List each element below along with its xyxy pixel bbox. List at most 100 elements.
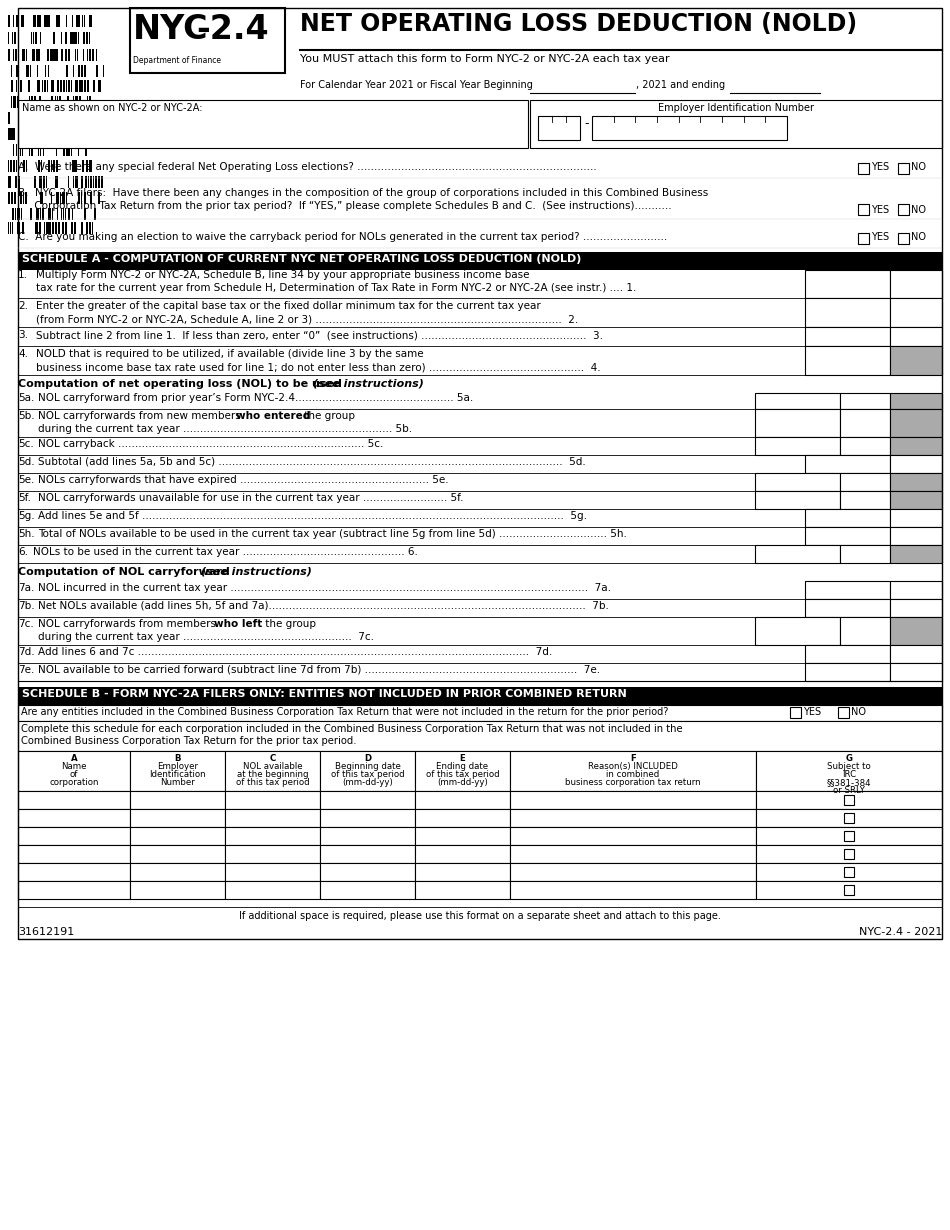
Bar xyxy=(12,49,14,62)
Bar xyxy=(415,809,510,827)
Bar xyxy=(23,160,25,172)
Text: 31612191: 31612191 xyxy=(18,927,74,937)
Bar xyxy=(32,112,34,124)
Bar xyxy=(56,15,58,27)
Bar xyxy=(890,346,942,375)
Text: Subject to: Subject to xyxy=(827,763,871,771)
Bar xyxy=(40,32,41,44)
Bar xyxy=(75,32,77,44)
Bar xyxy=(320,827,415,845)
Bar xyxy=(67,80,70,92)
Bar xyxy=(52,160,55,172)
Bar xyxy=(39,96,41,108)
Text: Corporation Tax Return from the prior tax period?  If “YES,” please complete Sch: Corporation Tax Return from the prior ta… xyxy=(18,200,672,212)
Bar xyxy=(48,65,49,77)
Bar xyxy=(16,80,17,92)
Bar xyxy=(49,128,51,140)
Bar xyxy=(130,9,285,73)
Bar xyxy=(26,65,28,77)
Bar xyxy=(85,176,87,188)
Bar xyxy=(71,160,73,172)
Bar xyxy=(31,96,33,108)
Bar xyxy=(130,827,225,845)
Text: 7a.: 7a. xyxy=(18,583,34,593)
Bar xyxy=(36,221,38,234)
Bar xyxy=(225,881,320,899)
Bar xyxy=(415,827,510,845)
Text: If additional space is required, please use this format on a separate sheet and : If additional space is required, please … xyxy=(239,911,721,921)
Bar xyxy=(18,721,942,752)
Bar xyxy=(38,49,40,62)
Bar xyxy=(890,455,942,474)
Bar xyxy=(88,160,89,172)
Bar xyxy=(42,80,43,92)
Bar xyxy=(52,32,54,44)
Bar xyxy=(46,176,47,188)
Bar xyxy=(74,112,75,124)
Text: A: A xyxy=(70,754,77,763)
Bar xyxy=(76,15,78,27)
Bar xyxy=(890,410,942,437)
Bar xyxy=(15,144,17,156)
Bar xyxy=(50,49,51,62)
Bar xyxy=(755,437,840,455)
Bar xyxy=(18,845,130,863)
Bar xyxy=(10,160,12,172)
Bar xyxy=(89,32,90,44)
Bar xyxy=(8,49,10,62)
Bar xyxy=(58,15,60,27)
Bar xyxy=(844,867,854,877)
Bar xyxy=(83,32,85,44)
Text: E: E xyxy=(460,754,466,763)
Bar xyxy=(59,96,61,108)
Bar xyxy=(57,96,58,108)
Bar xyxy=(805,346,890,375)
Bar xyxy=(225,863,320,881)
Bar xyxy=(13,15,14,27)
Bar xyxy=(840,437,890,455)
Bar xyxy=(225,791,320,809)
Bar xyxy=(69,128,70,140)
Bar xyxy=(17,160,18,172)
Bar xyxy=(790,707,801,718)
Bar xyxy=(43,144,44,156)
Bar xyxy=(844,813,854,823)
Bar xyxy=(66,112,69,124)
Bar xyxy=(34,221,35,234)
Bar xyxy=(19,112,22,124)
Bar xyxy=(83,112,85,124)
Text: D: D xyxy=(364,754,371,763)
Bar xyxy=(54,128,56,140)
Bar xyxy=(35,208,36,220)
Bar xyxy=(22,49,25,62)
Text: Ending date: Ending date xyxy=(436,763,488,771)
Text: SCHEDULE A - COMPUTATION OF CURRENT NYC NET OPERATING LOSS DEDUCTION (NOLD): SCHEDULE A - COMPUTATION OF CURRENT NYC … xyxy=(22,255,581,264)
Text: NOL carryback ..................................................................: NOL carryback ..........................… xyxy=(38,439,384,449)
Bar xyxy=(11,221,12,234)
Bar xyxy=(320,752,415,791)
Bar xyxy=(51,208,53,220)
Bar xyxy=(75,80,78,92)
Bar xyxy=(55,144,57,156)
Bar xyxy=(79,96,81,108)
Text: the group: the group xyxy=(262,619,316,629)
Bar xyxy=(68,144,70,156)
Bar xyxy=(74,96,75,108)
Bar xyxy=(75,176,78,188)
Bar xyxy=(63,80,65,92)
Bar xyxy=(130,863,225,881)
Bar xyxy=(538,116,580,140)
Bar xyxy=(8,112,10,124)
Bar xyxy=(94,176,97,188)
Bar xyxy=(225,845,320,863)
Text: NO: NO xyxy=(911,232,926,242)
Bar xyxy=(39,15,41,27)
Bar xyxy=(18,221,20,234)
Text: Computation of NOL carryforward: Computation of NOL carryforward xyxy=(18,567,234,577)
Bar xyxy=(65,32,67,44)
Bar xyxy=(103,65,104,77)
Bar xyxy=(70,144,72,156)
Bar xyxy=(78,15,80,27)
Bar xyxy=(18,252,942,271)
Bar xyxy=(63,192,65,204)
